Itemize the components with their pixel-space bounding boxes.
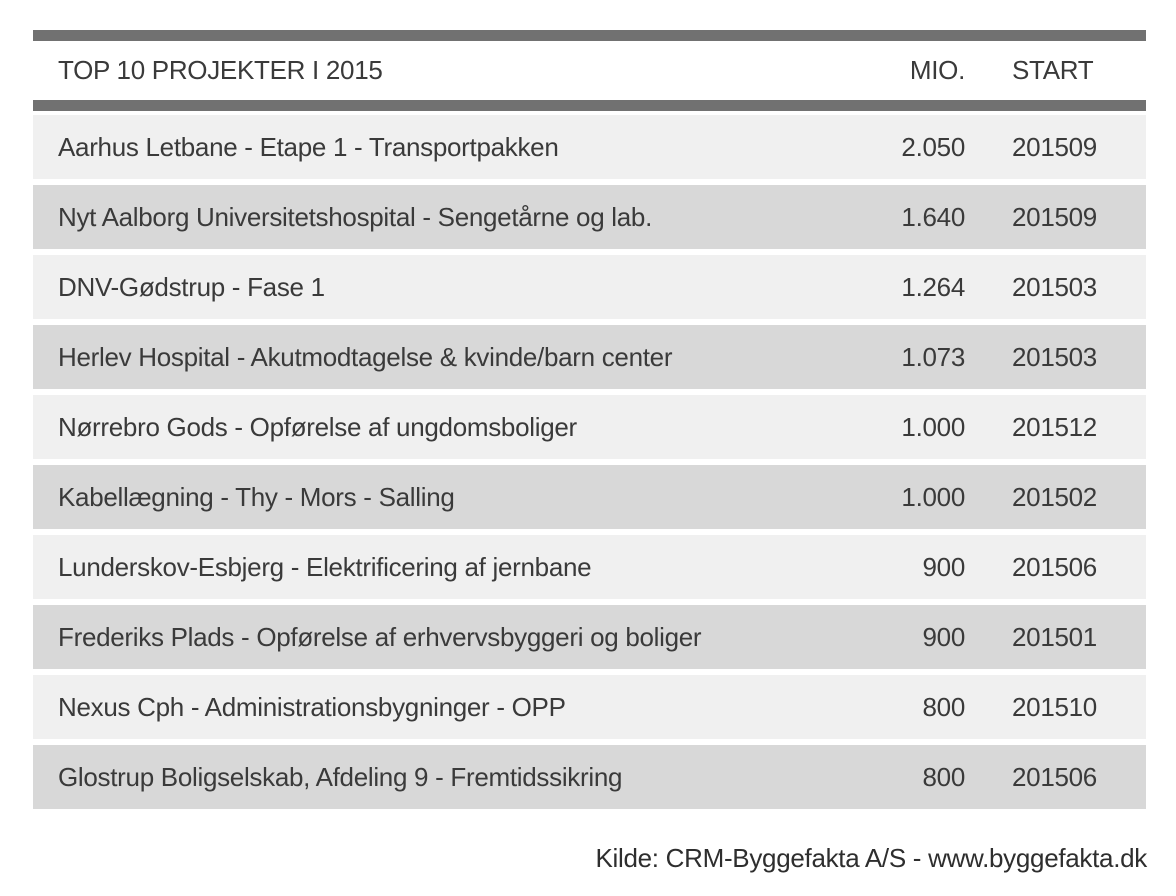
project-name-cell: Glostrup Boligselskab, Afdeling 9 - Frem… bbox=[58, 761, 623, 792]
source-credit: Kilde: CRM-Byggefakta A/S - www.byggefak… bbox=[595, 843, 1147, 873]
project-name-cell: Aarhus Letbane - Etape 1 - Transportpakk… bbox=[58, 131, 559, 162]
table-row: Nyt Aalborg Universitetshospital - Senge… bbox=[33, 185, 1146, 249]
project-name-cell: Nexus Cph - Administrationsbygninger - O… bbox=[58, 691, 566, 722]
table-row: Glostrup Boligselskab, Afdeling 9 - Frem… bbox=[33, 745, 1146, 809]
start-value-cell: 201503 bbox=[1012, 271, 1097, 302]
top-border-bar bbox=[33, 30, 1146, 41]
table-row: Nørrebro Gods - Opførelse af ungdomsboli… bbox=[33, 395, 1146, 459]
start-value-cell: 201503 bbox=[1012, 341, 1097, 372]
column-header-start: START bbox=[1012, 55, 1094, 85]
start-value-cell: 201502 bbox=[1012, 481, 1097, 512]
start-value-cell: 201509 bbox=[1012, 201, 1097, 232]
start-value-cell: 201510 bbox=[1012, 691, 1097, 722]
project-name-cell: DNV-Gødstrup - Fase 1 bbox=[58, 271, 325, 302]
table-header-row: TOP 10 PROJEKTER I 2015 MIO. START bbox=[33, 41, 1146, 100]
mio-value-cell: 900 bbox=[922, 621, 966, 652]
table-row: Lunderskov-Esbjerg - Elektrificering af … bbox=[33, 535, 1146, 599]
mio-value-cell: 800 bbox=[922, 691, 966, 722]
table-row: DNV-Gødstrup - Fase 1 1.264 201503 bbox=[33, 255, 1146, 319]
table-row: Nexus Cph - Administrationsbygninger - O… bbox=[33, 675, 1146, 739]
top10-projects-table: TOP 10 PROJEKTER I 2015 MIO. START Aarhu… bbox=[33, 30, 1146, 815]
project-name-cell: Herlev Hospital - Akutmodtagelse & kvind… bbox=[58, 341, 673, 372]
start-value-cell: 201506 bbox=[1012, 761, 1097, 792]
start-value-cell: 201506 bbox=[1012, 551, 1097, 582]
mio-value-cell: 1.000 bbox=[901, 411, 965, 442]
project-name-cell: Kabellægning - Thy - Mors - Salling bbox=[58, 481, 455, 512]
mio-value-cell: 2.050 bbox=[901, 131, 965, 162]
header-divider-bar bbox=[33, 100, 1146, 111]
project-name-cell: Nørrebro Gods - Opførelse af ungdomsboli… bbox=[58, 411, 577, 442]
table-title: TOP 10 PROJEKTER I 2015 bbox=[58, 55, 383, 85]
project-name-cell: Nyt Aalborg Universitetshospital - Senge… bbox=[58, 201, 652, 232]
mio-value-cell: 900 bbox=[922, 551, 966, 582]
table-row: Kabellægning - Thy - Mors - Salling 1.00… bbox=[33, 465, 1146, 529]
mio-value-cell: 1.264 bbox=[901, 271, 965, 302]
start-value-cell: 201509 bbox=[1012, 131, 1097, 162]
table-body: Aarhus Letbane - Etape 1 - Transportpakk… bbox=[33, 115, 1146, 809]
column-header-mio: MIO. bbox=[909, 55, 965, 85]
mio-value-cell: 1.073 bbox=[901, 341, 965, 372]
start-value-cell: 201512 bbox=[1012, 411, 1097, 442]
project-name-cell: Frederiks Plads - Opførelse af erhvervsb… bbox=[58, 621, 702, 652]
mio-value-cell: 800 bbox=[922, 761, 966, 792]
start-value-cell: 201501 bbox=[1012, 621, 1097, 652]
mio-value-cell: 1.000 bbox=[901, 481, 965, 512]
project-name-cell: Lunderskov-Esbjerg - Elektrificering af … bbox=[58, 551, 592, 582]
table-row: Herlev Hospital - Akutmodtagelse & kvind… bbox=[33, 325, 1146, 389]
table-row: Aarhus Letbane - Etape 1 - Transportpakk… bbox=[33, 115, 1146, 179]
mio-value-cell: 1.640 bbox=[901, 201, 965, 232]
table-row: Frederiks Plads - Opførelse af erhvervsb… bbox=[33, 605, 1146, 669]
